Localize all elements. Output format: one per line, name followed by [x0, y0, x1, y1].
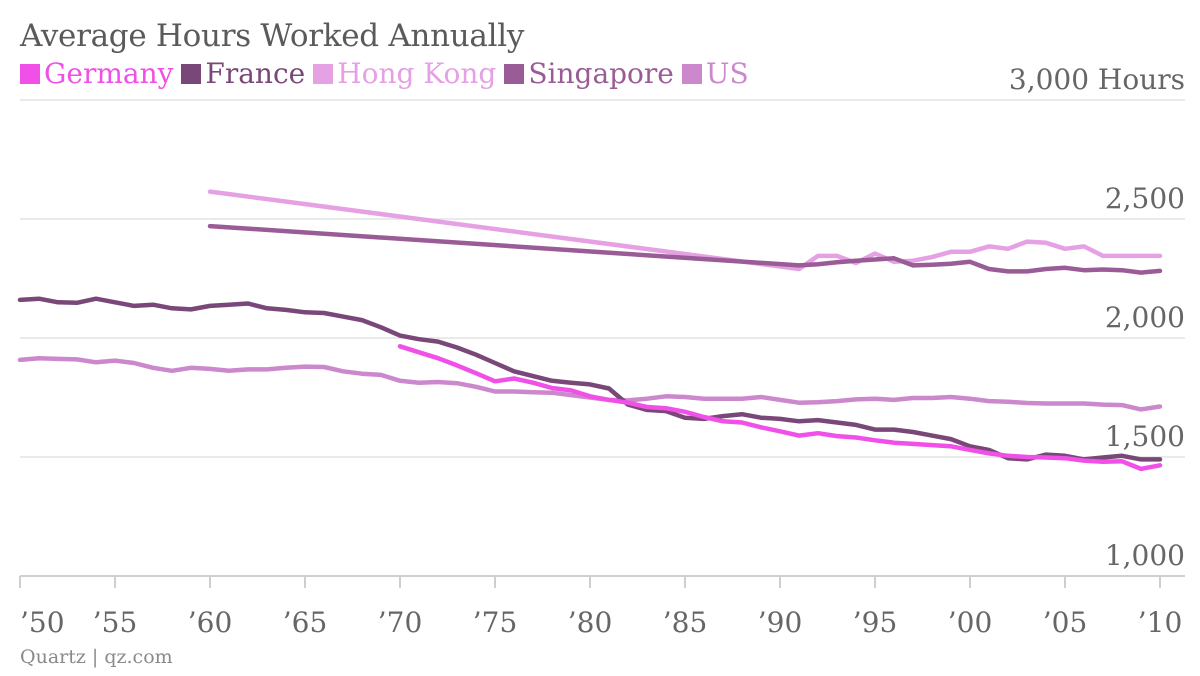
legend-label-singapore: Singapore	[528, 57, 674, 90]
x-tick-label: ’00	[948, 606, 993, 639]
x-tick-label: ’70	[378, 606, 423, 639]
y-axis-labels: 3,000 Hours 2,500 2,000 1,500 1,000	[1009, 63, 1185, 572]
y-tick-label: 1,500	[1105, 420, 1185, 453]
series-line-france	[17, 296, 1163, 462]
y-tick-label: 2,500	[1105, 182, 1185, 215]
series-lines	[17, 189, 1163, 472]
x-tick-label: ’75	[473, 606, 518, 639]
legend-label-us: US	[705, 57, 749, 90]
legend-item-singapore: Singapore	[504, 57, 674, 90]
legend-swatch-france	[181, 63, 202, 84]
legend-item-germany: Germany	[20, 57, 173, 90]
legend-swatch-us	[681, 63, 702, 84]
legend-swatch-hong-kong	[313, 63, 334, 84]
source-credit: Quartz | qz.com	[20, 646, 173, 668]
series-line-singapore	[207, 223, 1163, 275]
x-tick-label: ’90	[758, 606, 803, 639]
x-tick-label: ’05	[1043, 606, 1088, 639]
legend: Germany France Hong Kong Singapore US	[20, 57, 749, 90]
legend-label-france: France	[205, 57, 306, 90]
legend-swatch-singapore	[504, 63, 525, 84]
chart-title: Average Hours Worked Annually	[20, 18, 525, 54]
legend-label-germany: Germany	[44, 57, 174, 90]
legend-label-hong-kong: Hong Kong	[337, 57, 497, 90]
legend-swatch-germany	[20, 63, 40, 84]
legend-item-france: France	[181, 57, 305, 90]
x-axis: ’50 ’55 ’60 ’65 ’70 ’75 ’80 ’85 ’90 ’95 ’00 ’05 ’10	[19, 576, 1183, 639]
gridlines	[20, 99, 1185, 577]
y-tick-label: 1,000	[1105, 539, 1185, 572]
series-line-germany	[397, 344, 1163, 472]
x-tick-label: ’95	[853, 606, 898, 639]
x-tick-label: ’85	[663, 606, 708, 639]
series-line-hong-kong	[207, 189, 1163, 272]
x-tick-label: ’10	[1138, 606, 1183, 639]
y-tick-label: 3,000 Hours	[1009, 63, 1185, 96]
x-tick-label: ’50	[20, 606, 65, 639]
x-tick-label: ’65	[283, 606, 328, 639]
x-tick-label: ’55	[93, 606, 138, 639]
y-tick-label: 2,000	[1105, 301, 1185, 334]
x-tick-label: ’60	[188, 606, 233, 639]
legend-item-hong-kong: Hong Kong	[313, 57, 496, 90]
legend-item-us: US	[681, 57, 749, 90]
x-tick-label: ’80	[568, 606, 613, 639]
